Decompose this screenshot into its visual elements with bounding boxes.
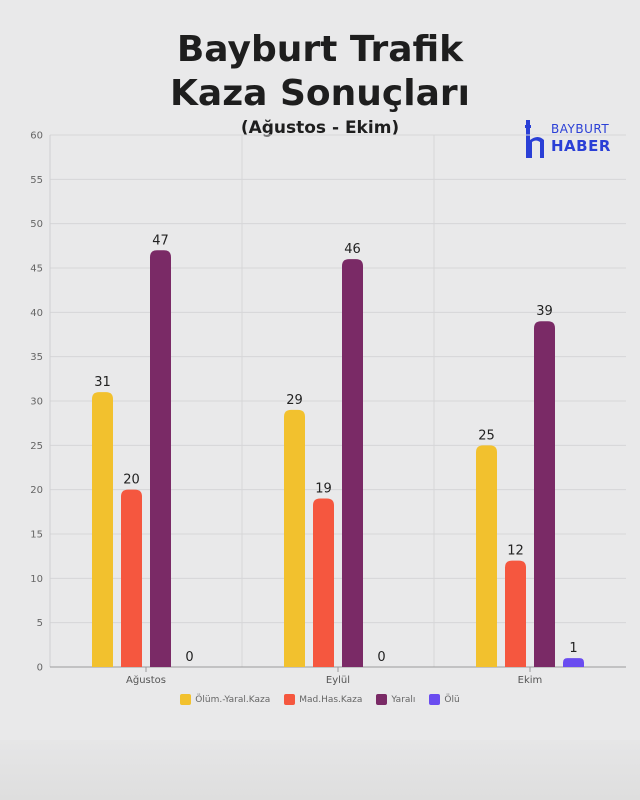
background-photo-strip — [0, 740, 640, 800]
data-label: 31 — [94, 375, 111, 390]
chart-title-line1: Bayburt Trafik — [176, 29, 464, 70]
y-tick-label: 10 — [30, 574, 43, 585]
data-label: 1 — [569, 641, 577, 656]
legend-item[interactable]: Mad.Has.Kaza — [284, 694, 362, 705]
y-tick-label: 60 — [30, 131, 43, 142]
legend-label: Mad.Has.Kaza — [299, 694, 363, 705]
legend-label: Yaralı — [391, 694, 416, 705]
data-label: 20 — [123, 473, 140, 488]
data-label: 25 — [478, 428, 495, 443]
y-tick-label: 50 — [30, 219, 43, 230]
bar — [121, 489, 142, 667]
legend-swatch — [180, 694, 192, 705]
data-label: 29 — [286, 393, 303, 408]
y-tick-label: 45 — [30, 264, 43, 275]
x-tick-label: Ekim — [518, 675, 543, 686]
legend-item[interactable]: Yaralı — [376, 694, 415, 705]
bar — [505, 560, 526, 667]
data-label: 19 — [315, 482, 332, 497]
y-tick-label: 55 — [30, 175, 43, 186]
legend-swatch — [429, 694, 441, 705]
logo-text-top: BAYBURT — [551, 122, 610, 136]
x-tick-label: Ağustos — [126, 674, 166, 686]
y-tick-label: 40 — [30, 308, 43, 319]
data-label: 46 — [344, 242, 361, 257]
legend-swatch — [376, 694, 388, 705]
y-tick-label: 25 — [30, 441, 43, 452]
legend-item[interactable]: Ölü — [429, 694, 460, 705]
chart-subtitle: (Ağustos - Ekim) — [240, 118, 400, 138]
legend-label: Ölü — [444, 694, 460, 705]
bayburt-haber-logo: BAYBURT HABER — [524, 120, 620, 160]
data-label: 0 — [185, 650, 193, 665]
y-tick-label: 5 — [37, 618, 43, 629]
data-label: 12 — [507, 544, 524, 559]
data-label: 39 — [536, 304, 553, 319]
y-tick-label: 15 — [30, 530, 43, 541]
data-label: 0 — [377, 650, 385, 665]
y-tick-label: 35 — [30, 352, 43, 363]
data-label: 47 — [152, 233, 169, 248]
legend-swatch — [284, 694, 296, 705]
bar — [342, 259, 363, 667]
bar — [284, 409, 305, 667]
y-tick-label: 0 — [37, 663, 43, 674]
logo-text-bottom: HABER — [551, 137, 611, 155]
chart-title-line2: Kaza Sonuçları — [170, 73, 470, 114]
bar — [313, 498, 334, 667]
x-tick-label: Eylül — [326, 675, 350, 686]
legend-item[interactable]: Ölüm.-Yaral.Kaza — [180, 694, 270, 705]
logo-mark-icon — [525, 120, 544, 158]
y-tick-label: 30 — [30, 397, 43, 408]
bar — [476, 445, 497, 667]
chart-title: Bayburt Trafik Kaza Sonuçları — [0, 28, 640, 116]
chart-legend: Ölüm.-Yaral.Kaza Mad.Has.Kaza Yaralı Ölü — [0, 694, 640, 705]
y-tick-label: 20 — [30, 485, 43, 496]
bar — [92, 392, 113, 667]
bar — [534, 321, 555, 667]
legend-label: Ölüm.-Yaral.Kaza — [195, 694, 271, 705]
bar — [150, 250, 171, 667]
bar — [563, 658, 584, 667]
